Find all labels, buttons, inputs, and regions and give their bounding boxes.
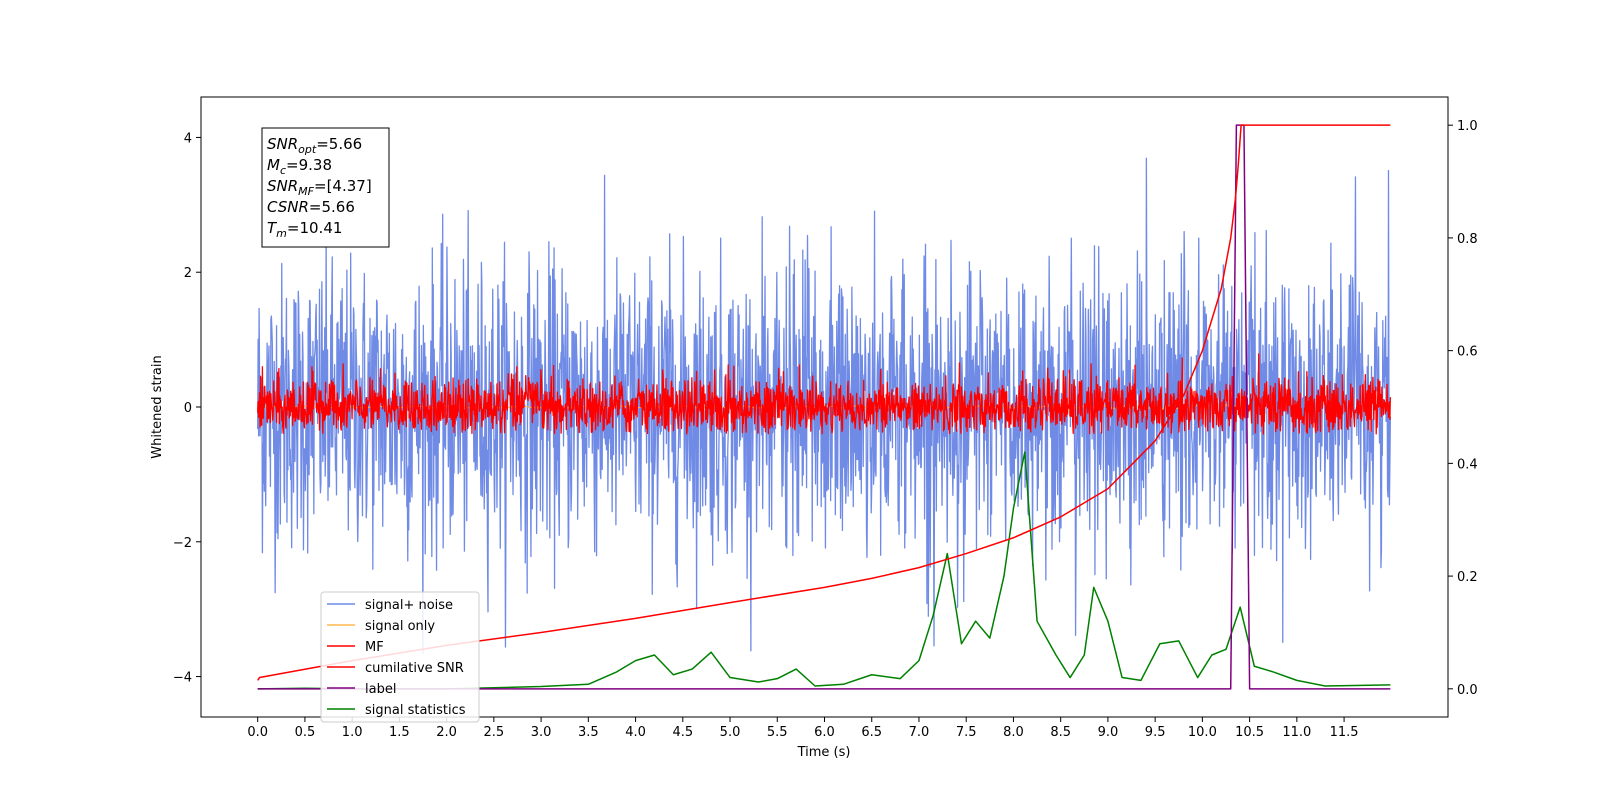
x-tick-label: 11.5 [1330,725,1359,740]
x-tick-label: 4.5 [672,725,693,740]
x-tick-label: 8.5 [1050,725,1071,740]
series-layer [257,124,1392,690]
y-tick-label: 0 [184,401,192,416]
y2-tick-label: 1.0 [1457,119,1478,134]
legend-entry-signal-statistics: signal statistics [365,703,466,718]
x-tick-label: 10.0 [1188,725,1217,740]
y-tick-label: 4 [184,131,192,146]
x-tick-label: 7.5 [956,725,977,740]
y2-tick-label: 0.0 [1457,683,1478,698]
y-axis-label: Whitened strain [150,355,165,458]
x-tick-label: 1.5 [389,725,410,740]
y-axis-right: 0.0 0.2 0.4 0.6 0.8 1.0 [1448,119,1478,698]
x-tick-label: 5.5 [767,725,788,740]
y-axis-left: −4 −2 0 2 4 [173,131,201,686]
series-mf-line [257,353,1392,435]
legend-entry-mf: MF [365,640,384,655]
x-axis: 0.0 0.5 1.0 1.5 2.0 2.5 3.0 3.5 4.0 4.5 5.0 5.5 6.0 6… [247,717,1359,740]
annotation-line: SNRopt=5.66 [267,135,362,156]
x-tick-label: 11.0 [1282,725,1311,740]
legend-entry-signal-only: signal only [365,619,435,634]
x-tick-label: 4.0 [625,725,646,740]
y-tick-label: −2 [173,536,192,551]
x-tick-label: 3.0 [531,725,552,740]
annotation-line: Mc=9.38 [267,156,332,177]
annotation-line: SNRMF=[4.37] [267,177,372,198]
x-tick-label: 7.0 [909,725,930,740]
y-tick-label: −4 [173,671,192,686]
y2-tick-label: 0.8 [1457,232,1478,247]
x-tick-label: 9.0 [1098,725,1119,740]
annotation-line: Tm=10.41 [267,219,342,240]
annotation-line: CSNR=5.66 [267,198,355,216]
y2-tick-label: 0.4 [1457,457,1478,472]
x-tick-label: 6.5 [861,725,882,740]
x-tick-label: 9.5 [1145,725,1166,740]
x-tick-label: 6.0 [814,725,835,740]
x-tick-label: 0.5 [295,725,316,740]
annotation-frame [261,127,390,248]
x-tick-label: 8.0 [1003,725,1024,740]
x-tick-label: 5.0 [720,725,741,740]
series-signal-statistics-line [257,451,1391,690]
y2-tick-label: 0.6 [1457,345,1478,360]
y-tick-label: 2 [184,266,192,281]
x-tick-label: 1.0 [342,725,363,740]
series-label-line [257,124,1391,690]
x-tick-label: 3.5 [578,725,599,740]
legend-frame [320,591,480,723]
legend-entry-cumilative-snr: cumilative SNR [365,661,464,676]
legend-entry-label: label [365,682,396,697]
x-tick-label: 2.0 [436,725,457,740]
x-axis-label: Time (s) [797,745,851,760]
series-cumilative-snr-line [257,124,1391,681]
x-tick-label: 0.0 [247,725,268,740]
x-tick-label: 2.5 [484,725,505,740]
legend: signal+ noise signal only MF cumilative SNR… [320,591,480,723]
x-tick-label: 10.5 [1235,725,1264,740]
y2-tick-label: 0.2 [1457,570,1478,585]
legend-entry-signal-noise: signal+ noise [365,598,453,613]
